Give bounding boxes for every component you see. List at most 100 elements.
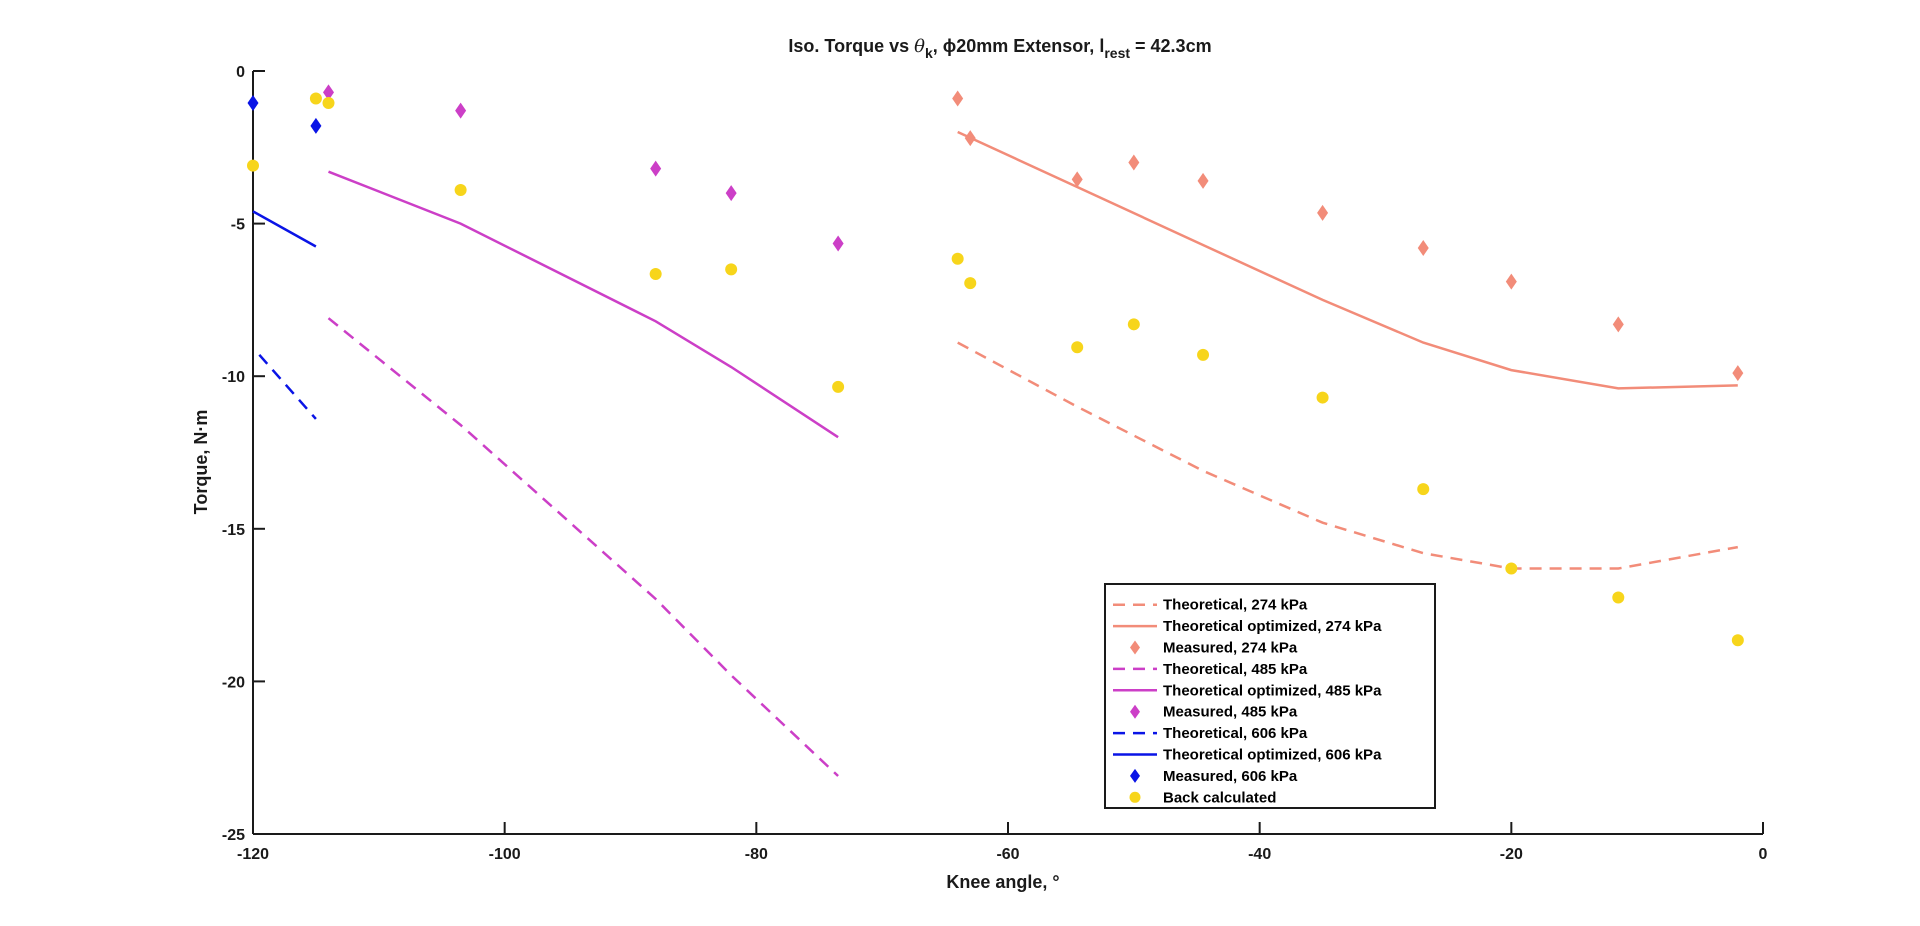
data-point-diamond <box>1612 316 1624 333</box>
legend-label: Back calculated <box>1163 789 1276 806</box>
legend-swatch <box>1130 640 1140 655</box>
legend-label: Theoretical, 274 kPa <box>1163 597 1308 614</box>
series-3 <box>327 317 839 777</box>
data-point-circle <box>1417 483 1430 496</box>
title-phi-part: , ϕ20mm Extensor, <box>933 36 1100 56</box>
data-point-diamond <box>650 160 662 177</box>
data-point-diamond <box>1505 273 1517 290</box>
series-line <box>327 317 839 777</box>
series-layer <box>247 84 1744 777</box>
data-point-diamond <box>247 95 259 112</box>
series-1 <box>957 130 1738 390</box>
series-line <box>252 210 317 248</box>
data-point-circle <box>1505 562 1518 575</box>
data-point-circle <box>964 277 977 290</box>
data-point-circle <box>1197 348 1210 361</box>
legend-label: Theoretical, 606 kPa <box>1163 725 1308 742</box>
legend-item: Theoretical optimized, 485 kPa <box>1113 682 1382 699</box>
x-tick-label: -100 <box>489 846 521 863</box>
legend-label: Theoretical optimized, 485 kPa <box>1163 682 1382 699</box>
series-7 <box>252 210 317 248</box>
legend-label: Theoretical, 485 kPa <box>1163 661 1308 678</box>
data-point-diamond <box>952 90 964 107</box>
y-tick-label: -10 <box>222 369 245 386</box>
series-2 <box>952 90 1744 382</box>
legend-item: Theoretical, 485 kPa <box>1113 661 1308 678</box>
y-tick-label: 0 <box>236 64 245 81</box>
y-tick-label: -5 <box>231 217 245 234</box>
data-point-diamond <box>1732 365 1744 382</box>
data-point-circle <box>649 267 662 280</box>
data-point-circle <box>309 92 322 105</box>
data-point-diamond <box>832 235 844 252</box>
series-9 <box>247 92 1744 647</box>
title-theta: θ <box>914 36 925 57</box>
y-tick-label: -25 <box>222 827 245 844</box>
series-6 <box>258 353 317 420</box>
legend-label: Measured, 274 kPa <box>1163 640 1298 657</box>
legend-item: Theoretical optimized, 606 kPa <box>1113 747 1382 764</box>
series-line <box>957 130 1738 390</box>
x-tick-label: -20 <box>1500 846 1523 863</box>
x-tick-label: -60 <box>996 846 1019 863</box>
x-axis-label: Knee angle, ° <box>946 872 1059 892</box>
legend-item: Back calculated <box>1129 789 1276 806</box>
y-tick-label: -15 <box>222 522 245 539</box>
legend-item: Measured, 606 kPa <box>1130 768 1298 785</box>
series-line <box>957 341 1739 570</box>
data-point-diamond <box>1417 240 1429 257</box>
legend-item: Theoretical, 606 kPa <box>1113 725 1308 742</box>
x-tick-label: -40 <box>1248 846 1271 863</box>
y-axis-label: Torque, N·m <box>191 410 211 515</box>
legend-swatch <box>1129 791 1141 803</box>
axes: -120 -100 -80 -60 -40 -20 0 -25 -20 -15 -10 -5 0 <box>222 64 1768 863</box>
data-point-diamond <box>1197 172 1209 189</box>
title-l-symbol: l <box>1099 36 1104 56</box>
data-point-circle <box>247 159 259 172</box>
data-point-circle <box>1127 318 1140 331</box>
x-tick-label: 0 <box>1759 846 1768 863</box>
legend-label: Theoretical optimized, 606 kPa <box>1163 747 1382 764</box>
chart-title: Iso. Torque vs θk, ϕ20mm Extensor, lrest… <box>788 36 1211 61</box>
series-0 <box>957 341 1739 570</box>
data-point-diamond <box>1128 154 1140 171</box>
legend-box <box>1104 583 1436 809</box>
series-8 <box>247 95 322 134</box>
data-point-diamond <box>455 102 467 119</box>
data-point-circle <box>1071 341 1084 354</box>
data-point-circle <box>454 184 467 197</box>
x-tick-label: -80 <box>745 846 768 863</box>
data-point-circle <box>1612 591 1625 604</box>
data-point-diamond <box>323 84 334 101</box>
legend-swatch <box>1130 704 1140 719</box>
legend-item: Theoretical optimized, 274 kPa <box>1113 618 1382 635</box>
data-point-circle <box>1731 634 1744 647</box>
legend-label: Measured, 606 kPa <box>1163 768 1298 785</box>
data-point-circle <box>322 97 335 110</box>
series-line <box>328 170 839 439</box>
y-tick-label: -20 <box>222 674 245 691</box>
legend-swatch <box>1130 768 1140 783</box>
series-line <box>258 353 317 420</box>
title-suffix: = 42.3cm <box>1130 36 1212 56</box>
data-point-circle <box>1316 391 1329 404</box>
data-point-diamond <box>310 117 322 134</box>
legend-item: Theoretical, 274 kPa <box>1113 597 1308 614</box>
data-point-diamond <box>964 130 976 147</box>
data-point-circle <box>832 380 845 393</box>
title-prefix: Iso. Torque vs <box>788 36 914 56</box>
legend-item: Measured, 274 kPa <box>1130 640 1298 657</box>
title-l-subscript: rest <box>1104 45 1130 61</box>
series-4 <box>328 170 839 439</box>
legend: Theoretical, 274 kPa Theoretical optimize… <box>1104 583 1436 809</box>
title-theta-subscript: k <box>925 45 933 61</box>
legend-item: Measured, 485 kPa <box>1130 704 1298 721</box>
data-point-circle <box>951 252 964 265</box>
legend-label: Measured, 485 kPa <box>1163 704 1298 721</box>
x-tick-label: -120 <box>237 846 269 863</box>
legend-label: Theoretical optimized, 274 kPa <box>1163 618 1382 635</box>
data-point-diamond <box>1317 204 1329 221</box>
series-5 <box>323 84 844 252</box>
data-point-diamond <box>1071 171 1083 188</box>
